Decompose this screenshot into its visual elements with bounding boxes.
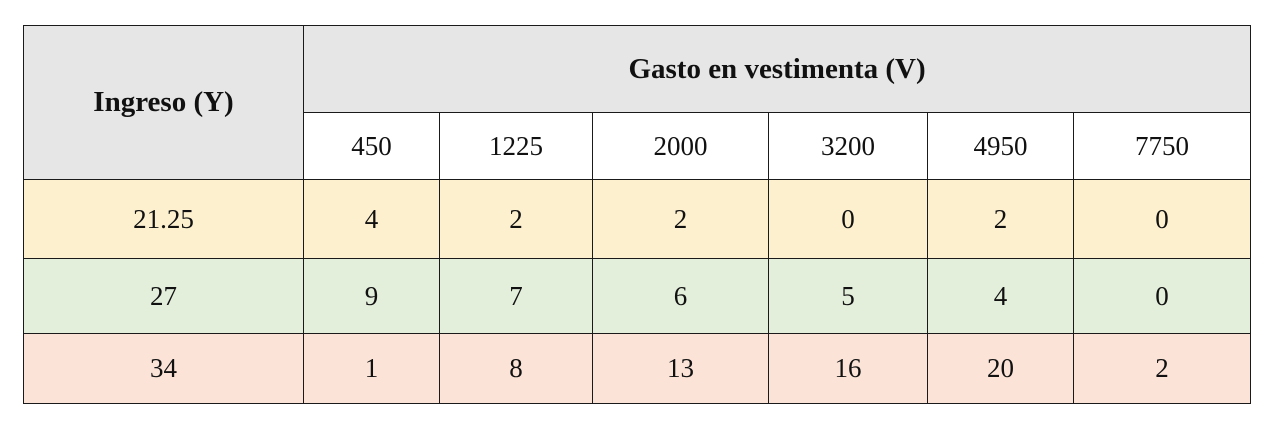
table-cell: 6 (592, 258, 769, 334)
table-row: 27 9 7 6 5 4 0 (23, 258, 1252, 334)
table-cell: 4 (303, 179, 440, 259)
row-header-ingreso: Ingreso (Y) (23, 25, 304, 180)
row-label: 21.25 (23, 179, 304, 259)
table-cell: 2 (439, 179, 593, 259)
table-cell: 8 (439, 333, 593, 404)
table-cell: 0 (1072, 258, 1252, 334)
table-cell: 0 (768, 179, 928, 259)
table-cell: 5 (768, 258, 928, 334)
table-cell: 16 (768, 333, 928, 404)
column-header: 2000 (592, 112, 769, 180)
column-header: 3200 (768, 112, 928, 180)
row-label: 34 (23, 333, 304, 404)
table-cell: 9 (303, 258, 440, 334)
table-cell: 7 (439, 258, 593, 334)
table-cell: 4 (927, 258, 1074, 334)
table-cell: 0 (1072, 179, 1252, 259)
column-header: 450 (303, 112, 440, 180)
column-header: 4950 (927, 112, 1074, 180)
row-label: 27 (23, 258, 304, 334)
table-cell: 1 (303, 333, 440, 404)
table-row: 21.25 4 2 2 0 2 0 (23, 179, 1252, 259)
table-cell: 2 (1072, 333, 1252, 404)
table-row: 34 1 8 13 16 20 2 (23, 333, 1252, 404)
column-group-header-gasto: Gasto en vestimenta (V) (302, 25, 1252, 113)
frequency-table: Ingreso (Y) Gasto en vestimenta (V) 450 … (23, 25, 1252, 404)
table-cell: 13 (592, 333, 769, 404)
column-header: 1225 (439, 112, 593, 180)
column-header: 7750 (1072, 112, 1252, 180)
table-cell: 2 (927, 179, 1074, 259)
table-cell: 20 (927, 333, 1074, 404)
table-cell: 2 (592, 179, 769, 259)
